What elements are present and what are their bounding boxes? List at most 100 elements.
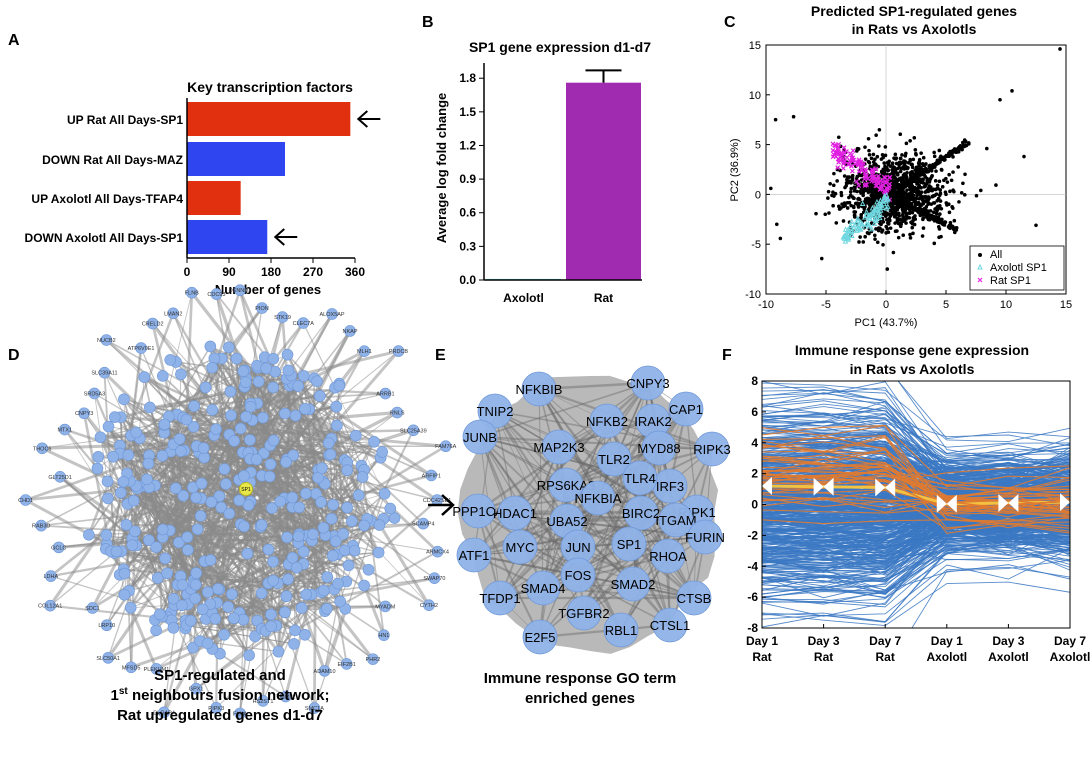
point-all — [850, 195, 855, 199]
network-node — [339, 544, 351, 557]
network-node-label: SCAMP4 — [412, 522, 435, 528]
point-all — [841, 219, 846, 223]
point-axolotl-sp1 — [855, 215, 861, 221]
network-node-irak2: IRAK2 — [634, 403, 672, 439]
network-node — [184, 614, 197, 627]
point-outlier — [1022, 154, 1026, 159]
point-all — [915, 181, 920, 186]
point-all — [913, 214, 917, 218]
network-node-label: HN1 — [378, 633, 389, 639]
edge — [277, 552, 379, 584]
point-rat-sp1 — [870, 168, 876, 174]
network-node — [159, 552, 171, 565]
point-all — [834, 221, 839, 225]
legend-marker-rat — [977, 277, 983, 283]
panel-e-caption-line2: enriched genes — [525, 690, 635, 707]
point-all — [853, 185, 857, 190]
panel-b-bar-chart: SP1 gene expression d1-d7 Axolotl Rat 0.0 0… — [434, 39, 651, 305]
network-node-myd88: MYD88 — [637, 430, 681, 466]
edge — [103, 371, 186, 452]
point-all — [916, 185, 921, 189]
network-node — [267, 574, 279, 587]
network-node — [243, 649, 255, 662]
network-node-label: PPP1CA — [452, 504, 504, 519]
point-all — [927, 202, 932, 206]
network-node — [316, 462, 328, 474]
network-node-label: STK19 — [274, 315, 291, 321]
bowtie-marker — [1060, 493, 1070, 512]
network-node-rhoa: RHOA — [649, 538, 687, 574]
point-all — [877, 127, 882, 132]
panel-d-caption-line3: Rat upregulated genes d1-d7 — [117, 707, 323, 724]
point-rat-sp1 — [874, 183, 880, 189]
network-node — [297, 370, 310, 382]
edge — [50, 575, 172, 614]
bar-0 — [187, 102, 351, 136]
network-node — [286, 551, 299, 564]
network-node — [210, 288, 223, 300]
point-all — [924, 204, 929, 209]
point-all — [856, 203, 861, 207]
point-axolotl-sp1 — [869, 204, 876, 211]
network-node-label: SDC1 — [85, 606, 100, 612]
point-all — [927, 166, 932, 171]
edge — [360, 464, 424, 525]
point-all — [888, 192, 892, 196]
x-tick-label: Day 1 — [746, 634, 778, 648]
panel-letter-f: F — [722, 347, 732, 364]
panel-c-subtitle: in Rats vs Axolotls — [852, 21, 977, 37]
point-all — [867, 148, 871, 153]
gene-line — [762, 515, 1070, 567]
point-all — [962, 193, 967, 197]
point-rat-sp1 — [844, 154, 850, 160]
point-all — [926, 195, 931, 199]
network-node — [124, 601, 137, 614]
point-all — [883, 145, 888, 149]
gene-line — [762, 549, 1070, 599]
network-node — [98, 366, 111, 379]
edge — [323, 476, 364, 672]
network-node-label: PION — [255, 306, 268, 312]
point-all — [896, 205, 900, 210]
point-rat-sp1 — [849, 168, 855, 174]
network-node-label: LRP10 — [98, 623, 115, 629]
network-node-label: NFKBIA — [575, 491, 622, 506]
point-all — [898, 156, 903, 161]
network-node — [102, 652, 114, 664]
point-all — [943, 190, 948, 194]
point-all — [933, 187, 938, 192]
point-all — [938, 191, 943, 196]
point-all — [921, 226, 926, 230]
point-all — [881, 155, 885, 160]
network-node — [249, 630, 261, 643]
network-node-label: ATF1 — [459, 548, 490, 563]
network-node-label: TLR2 — [598, 452, 630, 467]
point-all — [881, 243, 885, 247]
edge — [519, 420, 654, 548]
point-all — [869, 186, 874, 190]
point-all — [930, 188, 935, 193]
network-node — [109, 411, 121, 423]
point-all — [888, 226, 893, 230]
network-node — [263, 470, 276, 483]
point-all — [940, 185, 945, 189]
network-node — [101, 475, 114, 488]
point-all — [936, 224, 941, 229]
point-outlier — [775, 222, 779, 227]
x-tick-group: Rat — [876, 650, 895, 664]
point-all — [912, 176, 916, 181]
arrow-left-head-icon — [273, 228, 285, 246]
network-node-label: FLNB — [185, 291, 199, 297]
point-all — [936, 220, 941, 225]
point-all — [826, 196, 830, 200]
point-all — [911, 196, 915, 201]
point-all — [832, 171, 836, 176]
edge — [577, 420, 654, 548]
edge — [565, 484, 634, 585]
legend-box — [969, 245, 1065, 291]
network-node — [54, 471, 66, 483]
point-all — [947, 172, 951, 177]
point-all — [869, 193, 874, 198]
point-all — [937, 148, 942, 153]
legend-label-1: Axolotl SP1 — [990, 262, 1047, 274]
